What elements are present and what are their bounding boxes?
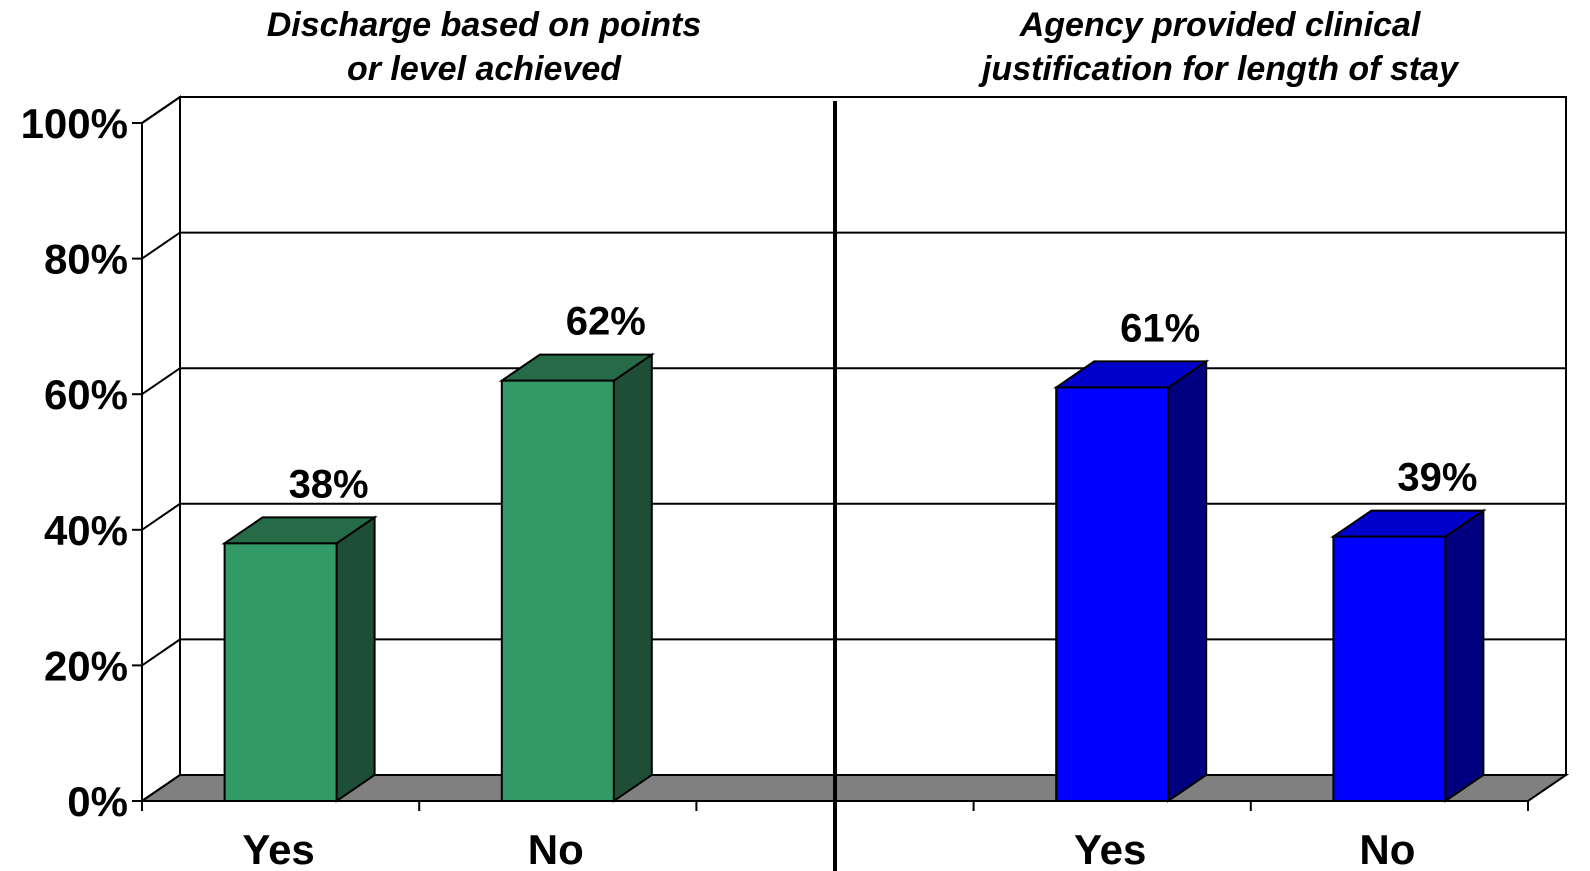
- bars: [221, 352, 1487, 803]
- x-category-label: No: [528, 826, 584, 871]
- data-label: 62%: [566, 300, 646, 344]
- chart-text: 0% 20% 40% 60% 80% 100% 38% Yes 62% No Discharge b…: [21, 6, 1477, 871]
- y-tick-label: 40%: [44, 507, 128, 554]
- gridline: [141, 231, 1566, 260]
- panel-title: justification for length of stay: [978, 50, 1460, 88]
- data-label: 61%: [1120, 306, 1200, 350]
- bar-front: [223, 542, 338, 802]
- bar-front: [1332, 535, 1447, 803]
- bar: [221, 515, 378, 803]
- y-tick-label: 100%: [21, 100, 128, 147]
- gridline: [141, 96, 1566, 124]
- y-tick-label: 80%: [44, 236, 128, 283]
- bar-front: [500, 379, 615, 802]
- data-label: 38%: [289, 462, 369, 506]
- bar: [498, 352, 656, 803]
- bar: [1330, 508, 1487, 803]
- y-tick-label: 60%: [44, 371, 128, 418]
- bar-side: [335, 515, 376, 803]
- x-category-label: Yes: [1074, 826, 1146, 871]
- bar-front: [1055, 386, 1170, 802]
- panel-title: Discharge based on points: [267, 6, 702, 44]
- side-wall: [141, 95, 181, 803]
- data-label: 39%: [1397, 456, 1477, 500]
- x-category-label: No: [1359, 826, 1415, 871]
- bar-side: [612, 352, 653, 803]
- panel-title: Agency provided clinical: [1019, 6, 1422, 44]
- chart-back-wall: [138, 95, 1570, 803]
- y-tick-label: 20%: [44, 642, 128, 689]
- bar-side: [1444, 508, 1485, 803]
- bar-side: [1167, 359, 1208, 803]
- panel-title: or level achieved: [347, 50, 622, 88]
- y-tick-label: 0%: [67, 778, 128, 825]
- bar: [1052, 359, 1210, 803]
- x-category-label: Yes: [242, 826, 314, 871]
